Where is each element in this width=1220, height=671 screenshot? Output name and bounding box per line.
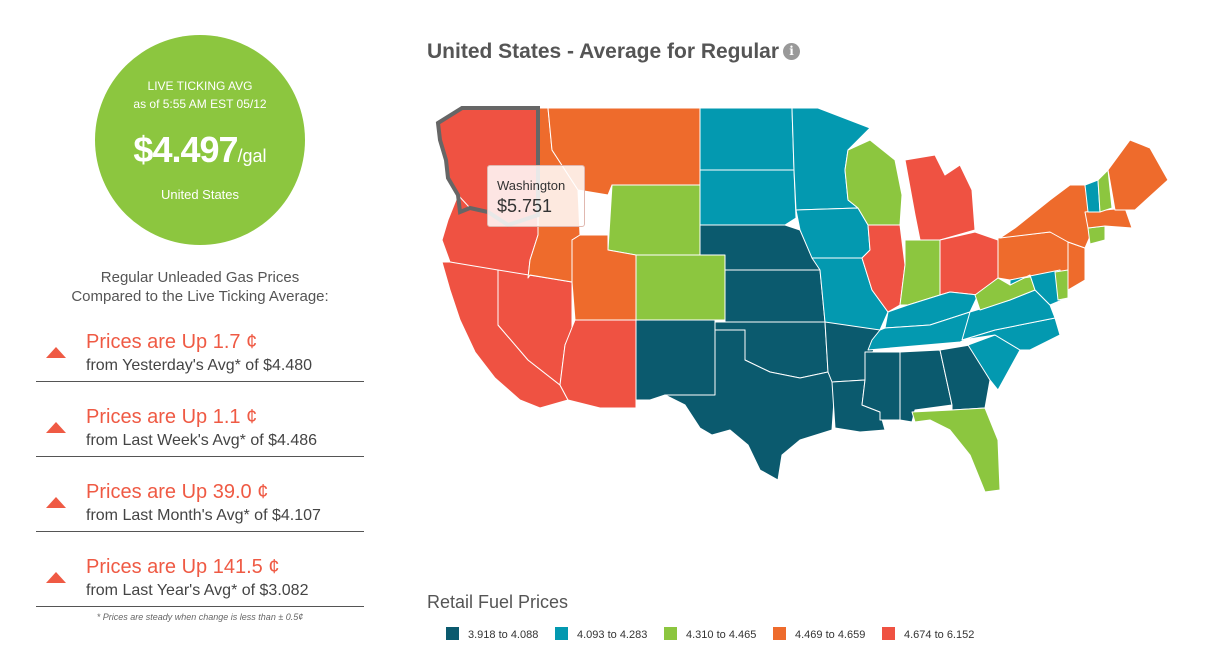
comparison-headline: Prices are Up 1.1 ¢ <box>86 406 258 428</box>
state-co[interactable] <box>635 254 726 321</box>
live-avg-circle: LIVE TICKING AVG as of 5:55 AM EST 05/12… <box>95 35 305 245</box>
tooltip-state-name: Washington <box>497 178 566 193</box>
comparison-row-last-week: Prices are Up 1.1 ¢ from Last Week's Avg… <box>36 390 364 457</box>
legend-swatch <box>555 627 568 640</box>
state-ny[interactable] <box>999 184 1093 249</box>
legend-swatch <box>664 627 677 640</box>
state-mi[interactable] <box>904 154 976 241</box>
state-nj[interactable] <box>1067 241 1086 291</box>
comparison-headline: Prices are Up 1.7 ¢ <box>86 331 258 353</box>
state-wy[interactable] <box>607 184 701 256</box>
state-az[interactable] <box>559 319 637 409</box>
footnote: * Prices are steady when change is less … <box>96 612 304 622</box>
legend-item-tier-5[interactable]: 4.674 to 6.152 <box>882 627 974 641</box>
state-sd[interactable] <box>699 169 797 226</box>
state-fl[interactable] <box>911 407 1001 493</box>
legend-label: 4.469 to 4.659 <box>795 629 866 641</box>
live-avg-timestamp: as of 5:55 AM EST 05/12 <box>133 97 267 111</box>
up-arrow-icon <box>46 497 66 508</box>
legend-item-tier-2[interactable]: 4.093 to 4.283 <box>555 627 647 641</box>
state-tx[interactable] <box>664 329 836 481</box>
live-avg-label: LIVE TICKING AVG <box>147 79 253 93</box>
live-avg-region: United States <box>160 187 240 202</box>
live-avg-price-wrap: $4.497/gal <box>95 129 305 171</box>
state-sc[interactable] <box>967 334 1021 391</box>
map-title: United States - Average for Regular i <box>427 40 801 64</box>
comparison-detail: from Last Year's Avg* of $3.082 <box>86 582 309 599</box>
legend-label: 3.918 to 4.088 <box>468 629 539 641</box>
comparison-headline: Prices are Up 39.0 ¢ <box>86 481 269 503</box>
state-ct[interactable] <box>1087 225 1106 245</box>
comparison-row-yesterday: Prices are Up 1.7 ¢ from Yesterday's Avg… <box>36 315 364 382</box>
legend-swatch <box>446 627 459 640</box>
comparison-detail: from Yesterday's Avg* of $4.480 <box>86 357 313 374</box>
comparison-title-line1: Regular Unleaded Gas Prices <box>100 269 300 286</box>
live-avg-price: $4.497 <box>133 129 238 170</box>
legend-label: 4.093 to 4.283 <box>577 629 648 641</box>
up-arrow-icon <box>46 572 66 583</box>
legend-label: 4.310 to 4.465 <box>686 629 757 641</box>
tooltip-state-price: $5.751 <box>497 196 553 216</box>
state-nm[interactable] <box>635 319 716 401</box>
state-de[interactable] <box>1054 269 1069 301</box>
comparison-title-line2: Compared to the Live Ticking Average: <box>71 288 329 305</box>
legend-title: Retail Fuel Prices <box>427 592 569 612</box>
legend-item-tier-1[interactable]: 3.918 to 4.088 <box>446 627 538 641</box>
comparison-row-last-year: Prices are Up 141.5 ¢ from Last Year's A… <box>36 540 364 607</box>
comparison-title: Regular Unleaded Gas Prices Compared to … <box>20 268 380 306</box>
map-title-text: United States - Average for Regular <box>427 40 780 63</box>
comparison-headline: Prices are Up 141.5 ¢ <box>86 556 280 578</box>
state-outline-selected <box>435 106 540 228</box>
state-tooltip: Washington $5.751 <box>487 165 585 227</box>
legend-item-tier-3[interactable]: 4.310 to 4.465 <box>664 627 756 641</box>
state-nd[interactable] <box>699 107 795 171</box>
up-arrow-icon <box>46 347 66 358</box>
comparison-detail: from Last Week's Avg* of $4.486 <box>86 432 318 449</box>
legend-swatch <box>882 627 895 640</box>
state-me[interactable] <box>1107 139 1169 211</box>
comparison-detail: from Last Month's Avg* of $4.107 <box>86 507 321 524</box>
live-avg-unit: /gal <box>237 146 267 166</box>
state-vt[interactable] <box>1084 179 1101 213</box>
legend-item-tier-4[interactable]: 4.469 to 4.659 <box>773 627 865 641</box>
state-in[interactable] <box>899 239 941 306</box>
info-icon[interactable]: i <box>783 43 801 60</box>
up-arrow-icon <box>46 422 66 433</box>
comparison-row-last-month: Prices are Up 39.0 ¢ from Last Month's A… <box>36 465 364 532</box>
state-nh[interactable] <box>1097 169 1113 213</box>
legend-label: 4.674 to 6.152 <box>904 629 975 641</box>
legend-swatch <box>773 627 786 640</box>
state-ks[interactable] <box>724 269 826 323</box>
